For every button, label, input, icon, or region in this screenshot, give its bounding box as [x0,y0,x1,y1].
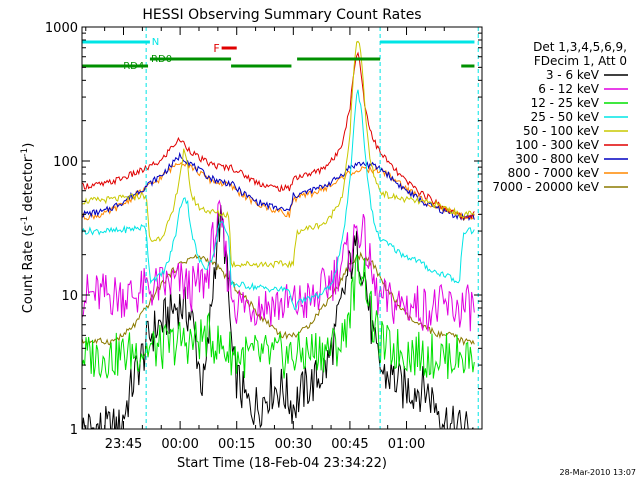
series-line-3-6-kev [82,205,474,429]
y-tick-label: 1000 [45,21,78,36]
y-axis-label-end: ) [21,143,36,148]
flag-bar-n [82,40,150,44]
legend-entry-label: 100 - 300 keV [515,138,599,152]
series-layer [82,40,475,429]
series-line-25-50-kev [82,89,475,311]
series-line-6-12-kev [82,199,475,332]
flag-label-f: F [213,42,219,55]
series-line-300-800-kev [82,151,475,221]
flag-bar-n [380,40,475,44]
flag-bar-rd4 [231,64,292,68]
chart-title: HESSI Observing Summary Count Rates [142,7,421,23]
legend-entry-label: 7000 - 20000 keV [492,180,599,194]
flag-bar-f [221,46,237,50]
legend-header-2: FDecim 1, Att 0 [534,54,627,68]
legend-entry-label: 800 - 7000 keV [508,166,600,180]
vline-layer [145,27,479,429]
flag-bar-rd0 [297,57,381,61]
series-line-100-300-kev [82,51,475,220]
y-axis-label: Count Rate (s-1 detector-1) [20,143,36,314]
legend-entry-label: 300 - 800 keV [515,152,599,166]
legend-entry-label: 50 - 100 keV [523,124,600,138]
flag-layer: N F RD0 RD4 [82,37,475,72]
y-axis-label-mid: detector [21,156,36,216]
legend-entry-label: 12 - 25 keV [531,96,600,110]
x-tick-label: 00:45 [331,437,368,452]
series-line-7000-20000-kev [82,251,475,346]
x-tick-label: 00:30 [275,437,312,452]
plot-frame [81,26,483,430]
legend: Det 1,3,4,5,6,9, FDecim 1, Att 0 3 - 6 k… [492,40,628,194]
x-tick-label: 01:00 [388,437,425,452]
x-tick-label: 23:45 [105,437,142,452]
legend-entry-label: 3 - 6 keV [546,68,600,82]
y-axis-label-sup1: -1 [20,216,30,225]
x-tick-label: 00:15 [218,437,255,452]
flag-label-rd0: RD0 [151,54,172,65]
y-axis-label-sup2: -1 [20,148,30,157]
plot-area: N F RD0 RD4 [82,27,479,429]
flag-label-n: N [152,37,159,48]
y-tick-label: 1 [70,423,78,438]
x-tick-label: 00:00 [161,437,198,452]
flag-bar-rd0 [149,57,232,61]
flag-bar-rd4 [461,64,475,68]
y-tick-label: 10 [61,289,78,304]
legend-header-1: Det 1,3,4,5,6,9, [533,40,627,54]
y-axis-label-main: Count Rate (s [21,225,36,314]
series-line-12-25-kev [82,254,475,380]
x-axis-label: Start Time (18-Feb-04 23:34:22) [177,456,387,471]
legend-entry-label: 6 - 12 keV [538,82,600,96]
flag-bar-rd4 [82,64,149,68]
legend-entry-label: 25 - 50 keV [531,110,600,124]
series-line-50-100-kev [82,40,475,269]
axes-layer: 1 10 100 1000 23:45 00:00 00:15 00:30 00:45 01:00 [45,21,483,452]
y-tick-label: 100 [53,155,78,170]
timestamp: 28-Mar-2010 13:07 [560,468,637,477]
flag-label-rd4: RD4 [123,61,144,72]
